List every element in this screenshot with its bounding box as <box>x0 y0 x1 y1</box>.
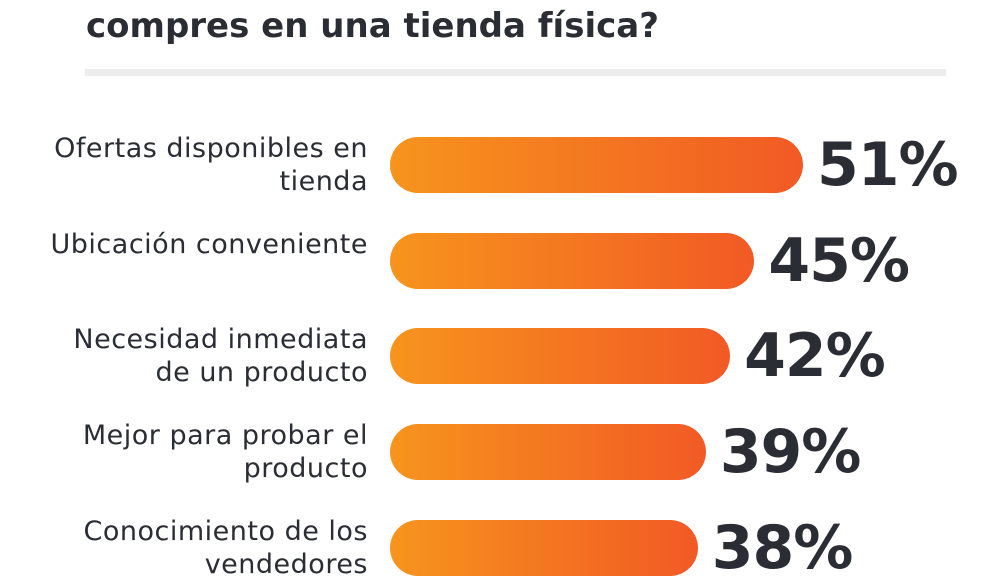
category-label: Conocimiento de los vendedores <box>83 515 368 580</box>
bar <box>390 137 803 193</box>
value-label: 38% <box>711 512 854 583</box>
category-label: Ofertas disponibles en tienda <box>54 133 368 197</box>
bar <box>390 424 706 481</box>
chart-title: compres en una tienda física? <box>86 6 659 46</box>
category-label: Necesidad inmediata de un producto <box>73 324 368 389</box>
value-label: 39% <box>719 417 862 488</box>
divider <box>85 69 946 76</box>
value-label: 42% <box>744 321 886 392</box>
page: compres en una tienda física? Ofertas di… <box>50 6 959 580</box>
value-label: 51% <box>817 130 959 200</box>
category-label: Mejor para probar el producto <box>82 420 368 485</box>
category-label: Ubicación conveniente <box>50 228 368 260</box>
value-label: 45% <box>768 225 910 296</box>
bar <box>390 519 698 576</box>
bar <box>390 232 755 289</box>
bar <box>390 328 731 385</box>
